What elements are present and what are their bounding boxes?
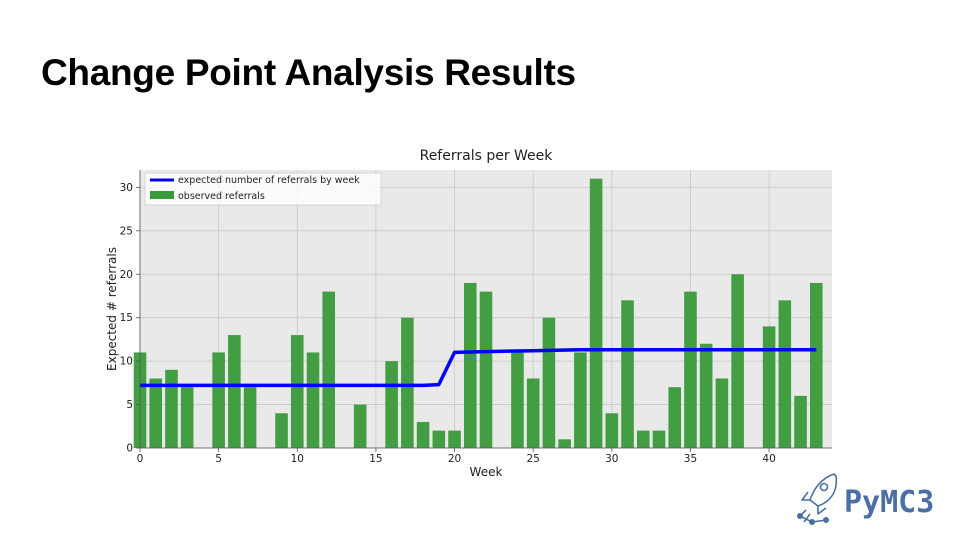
bar-week-42 xyxy=(794,395,807,448)
bar-week-14 xyxy=(353,404,367,448)
pymc3-logo: PyMC3 xyxy=(792,470,952,528)
x-tick-label: 35 xyxy=(684,453,697,465)
bar-week-12 xyxy=(322,291,336,448)
bar-week-1 xyxy=(149,378,163,448)
y-tick-label: 10 xyxy=(120,356,133,368)
bar-week-34 xyxy=(668,387,682,448)
logo-text: PyMC3 xyxy=(844,485,934,520)
bar-week-33 xyxy=(652,430,666,448)
y-tick-label: 0 xyxy=(126,443,133,455)
bar-week-27 xyxy=(558,439,571,448)
bar-week-20 xyxy=(448,430,461,448)
x-axis-label: Week xyxy=(470,465,503,479)
bar-week-18 xyxy=(416,421,430,448)
bar-week-11 xyxy=(306,352,320,448)
x-tick-label: 10 xyxy=(291,453,304,465)
bar-week-35 xyxy=(684,291,697,448)
bar-week-25 xyxy=(526,378,540,448)
bar-week-40 xyxy=(762,326,776,448)
x-tick-label: 40 xyxy=(762,453,775,465)
rocket-icon xyxy=(797,473,838,525)
x-tick-label: 20 xyxy=(448,453,461,465)
bar-week-10 xyxy=(290,335,304,448)
legend-label-line: expected number of referrals by week xyxy=(178,175,360,186)
bar-week-41 xyxy=(778,300,792,448)
bar-week-16 xyxy=(385,361,398,448)
legend-label-bars: observed referrals xyxy=(178,191,265,202)
chart-title: Referrals per Week xyxy=(420,148,554,164)
y-tick-label: 20 xyxy=(120,269,133,281)
bar-week-26 xyxy=(542,317,556,448)
expected-referrals-line xyxy=(140,348,817,388)
bar-week-32 xyxy=(636,430,650,448)
referrals-chart: Referrals per Week 0 5 10 15 20 25 30 35 40 0 5 10 1… xyxy=(105,148,832,479)
bar-week-24 xyxy=(511,352,524,448)
legend-box xyxy=(144,172,382,206)
x-tick-label: 30 xyxy=(605,453,618,465)
bar-week-38 xyxy=(731,274,744,448)
slide-title: Change Point Analysis Results xyxy=(41,52,576,93)
y-axis-label: Expected # referrals xyxy=(105,247,119,371)
legend: expected number of referrals by week obs… xyxy=(144,172,382,206)
bar-week-3 xyxy=(180,387,194,448)
bar-week-29 xyxy=(589,178,603,448)
x-tick-label: 15 xyxy=(369,453,382,465)
bar-week-43 xyxy=(809,282,823,448)
x-tick-label: 25 xyxy=(526,453,539,465)
bar-week-7 xyxy=(243,387,257,448)
bar-week-37 xyxy=(715,378,729,448)
bar-week-5 xyxy=(212,352,225,448)
bar-week-28 xyxy=(574,352,587,448)
ticks: 0 5 10 15 20 25 30 35 40 0 5 10 15 20 25 30 xyxy=(120,182,776,465)
bar-week-21 xyxy=(463,282,477,448)
x-tick-label: 0 xyxy=(137,453,144,465)
bar-week-17 xyxy=(401,317,414,448)
bars xyxy=(133,178,823,448)
expected-line xyxy=(140,348,817,388)
bar-week-36 xyxy=(699,343,713,448)
x-tick-label: 5 xyxy=(215,453,222,465)
y-tick-label: 5 xyxy=(126,399,133,411)
bar-week-2 xyxy=(165,369,178,448)
bar-week-22 xyxy=(479,291,493,448)
bar-week-30 xyxy=(605,413,619,448)
y-tick-label: 15 xyxy=(120,312,133,324)
bar-week-31 xyxy=(621,300,634,448)
legend-bar-swatch xyxy=(150,191,174,199)
bar-week-9 xyxy=(275,413,288,448)
bar-week-19 xyxy=(432,430,446,448)
bar-week-6 xyxy=(228,335,241,448)
y-tick-label: 30 xyxy=(120,182,133,194)
y-tick-label: 25 xyxy=(120,225,133,237)
